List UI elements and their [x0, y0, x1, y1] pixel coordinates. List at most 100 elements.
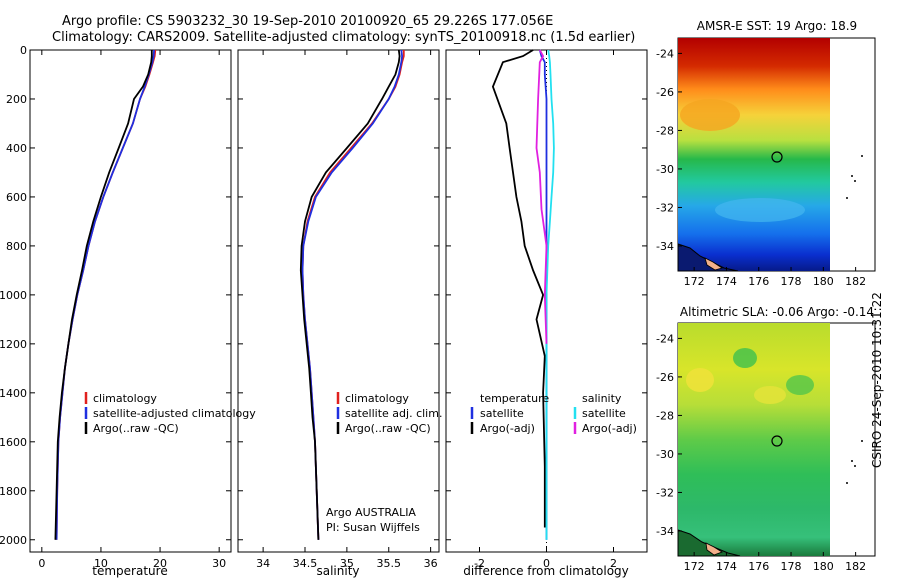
timestamp-stamp: CSIRO 24-Sep-2010 10:31:22	[870, 292, 884, 468]
legend-label-sal-argo: Argo(-adj)	[582, 422, 637, 435]
x-tick-label: 20	[153, 557, 167, 570]
island-dot	[846, 197, 848, 199]
map-y-tick-label: -28	[656, 409, 674, 422]
legend-label-temp-satellite: satellite	[480, 407, 524, 420]
y-tick-label: 0	[20, 44, 27, 57]
map-x-tick-label: 180	[813, 560, 834, 573]
salinity-plot-frame	[237, 49, 440, 553]
legend-label-climatology: climatology	[345, 392, 409, 405]
map-x-tick-label: 180	[813, 275, 834, 288]
land-outline	[677, 529, 741, 557]
series-line-argo-raw-qc-	[299, 49, 401, 540]
difference-legend: temperature satellite Argo(-adj) salinit…	[470, 392, 637, 435]
x-tick-label: 35.5	[377, 557, 402, 570]
legend-label-satellite: satellite-adjusted climatology	[93, 407, 256, 420]
map-y-tick-label: -34	[656, 525, 674, 538]
map-y-tick-label: -32	[656, 201, 674, 214]
island-dot	[861, 155, 863, 157]
sst-map	[677, 37, 876, 272]
x-tick-label: 34	[256, 557, 270, 570]
salinity-xlabel: salinity	[316, 564, 359, 578]
legend-heading-temperature: temperature	[480, 392, 549, 405]
island-dot	[851, 175, 853, 177]
sla-map-title: Altimetric SLA: -0.06 Argo: -0.14	[680, 305, 874, 319]
figure-title-line1: Argo profile: CS 5903232_30 19-Sep-2010 …	[62, 14, 554, 29]
legend-label-temp-argo: Argo(-adj)	[480, 422, 535, 435]
map-x-tick-label: 172	[684, 275, 705, 288]
x-tick-label: 36	[424, 557, 438, 570]
x-tick-label: 0	[38, 557, 45, 570]
island-dot	[854, 180, 856, 182]
credit-line2: PI: Susan Wijffels	[326, 521, 420, 534]
legend-label-climatology: climatology	[93, 392, 157, 405]
sla-low-patch	[786, 375, 814, 395]
x-tick-label: 10	[94, 557, 108, 570]
map-y-tick-label: -24	[656, 332, 674, 345]
y-tick-label: 1000	[0, 289, 27, 302]
y-tick-label: 400	[6, 142, 27, 155]
map-y-tick-label: -28	[656, 124, 674, 137]
coast-outline	[704, 257, 723, 271]
sst-map-title: AMSR-E SST: 19 Argo: 18.9	[697, 19, 857, 33]
sla-low-patch	[733, 348, 757, 368]
sst-warm-patch	[680, 99, 740, 131]
x-tick-label: 35	[340, 557, 354, 570]
island-dot	[861, 440, 863, 442]
sla-high-patch	[686, 368, 714, 392]
sla-high-patch	[754, 386, 786, 404]
map-x-tick-label: 176	[748, 560, 769, 573]
map-y-tick-label: -24	[656, 47, 674, 60]
map-x-tick-label: 178	[781, 275, 802, 288]
map-x-tick-label: 178	[781, 560, 802, 573]
map-x-tick-label: 172	[684, 560, 705, 573]
figure-title-line2: Climatology: CARS2009. Satellite-adjuste…	[52, 30, 636, 45]
map-x-tick-label: 176	[748, 275, 769, 288]
profile-location-marker	[771, 151, 783, 163]
y-tick-label: 600	[6, 191, 27, 204]
y-tick-label: 1400	[0, 387, 27, 400]
x-tick-label: 34.5	[293, 557, 318, 570]
y-tick-label: 200	[6, 93, 27, 106]
island-dot	[846, 482, 848, 484]
map-y-tick-label: -26	[656, 371, 674, 384]
map-y-tick-label: -30	[656, 448, 674, 461]
x-tick-label: 30	[212, 557, 226, 570]
y-tick-label: 2000	[0, 534, 27, 547]
salinity-legend: climatology satellite adj. clim. Argo(..…	[326, 392, 442, 534]
map-x-tick-label: 182	[845, 275, 866, 288]
x-tick-label: 0	[543, 557, 550, 570]
x-tick-label: -2	[474, 557, 485, 570]
island-dot	[851, 460, 853, 462]
legend-label-argo: Argo(..raw -QC)	[93, 422, 179, 435]
difference-xlabel: difference from climatology	[463, 564, 629, 578]
series-line-argo-raw-qc-	[54, 50, 153, 540]
map-x-tick-label: 174	[716, 275, 737, 288]
map-y-tick-label: -34	[656, 240, 674, 253]
map-x-tick-label: 174	[716, 560, 737, 573]
credit-line1: Argo AUSTRALIA	[326, 506, 416, 519]
legend-label-sal-satellite: satellite	[582, 407, 626, 420]
map-y-tick-label: -26	[656, 86, 674, 99]
y-tick-label: 800	[6, 240, 27, 253]
map-y-tick-label: -32	[656, 486, 674, 499]
temperature-plot-frame	[29, 49, 232, 553]
sst-cool-patch	[715, 198, 805, 222]
series-line-sal-argo	[535, 49, 548, 344]
y-tick-label: 1600	[0, 436, 27, 449]
y-tick-label: 1800	[0, 485, 27, 498]
series-line-temp-argo	[491, 49, 546, 528]
legend-heading-salinity: salinity	[582, 392, 622, 405]
coast-outline	[705, 542, 723, 556]
temperature-xlabel: temperature	[92, 564, 167, 578]
map-x-tick-label: 182	[845, 560, 866, 573]
sst-field	[678, 38, 830, 271]
map-y-tick-label: -30	[656, 163, 674, 176]
legend-label-argo: Argo(..raw -QC)	[345, 422, 431, 435]
y-tick-label: 1200	[0, 338, 27, 351]
legend-label-satellite: satellite adj. clim.	[345, 407, 442, 420]
x-tick-label: 2	[610, 557, 617, 570]
temperature-legend: climatology satellite-adjusted climatolo…	[84, 392, 256, 435]
sla-map	[677, 322, 876, 557]
profile-location-marker	[771, 435, 783, 447]
